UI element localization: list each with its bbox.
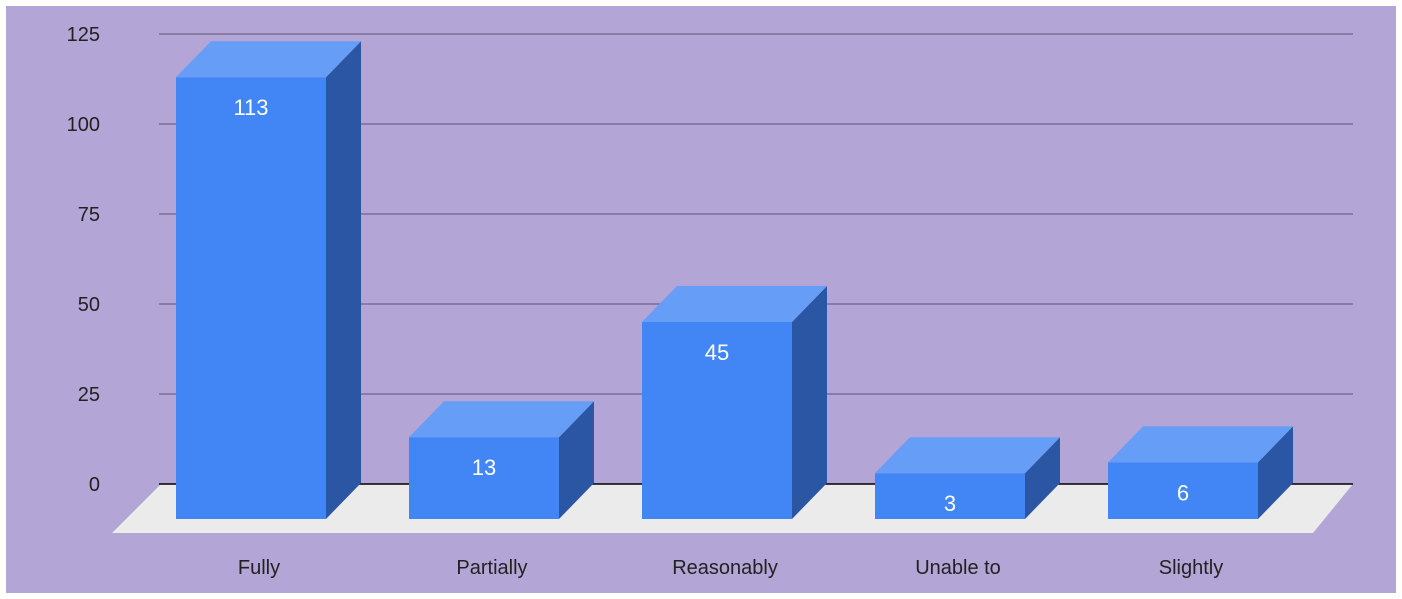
bar-value-label: 3: [944, 491, 956, 516]
y-tick-label: 100: [67, 114, 100, 136]
y-tick-label: 125: [67, 24, 100, 46]
x-tick-label: Unable to: [915, 557, 1001, 579]
bar-value-label: 45: [705, 340, 729, 365]
y-tick-label: 75: [78, 204, 100, 226]
bar: [409, 437, 559, 519]
x-tick-label: Slightly: [1159, 557, 1223, 579]
y-tick-label: 25: [78, 384, 100, 406]
bar-top: [409, 401, 594, 438]
bar-top: [642, 286, 827, 322]
bar-value-label: 113: [233, 95, 268, 120]
chart-frame: 0 25 50 75 100 125 113 Fully 13 Partially 45 Reaso…: [6, 6, 1396, 593]
bar-side: [792, 286, 827, 519]
bar-value-label: 13: [472, 455, 496, 480]
bar-chart: 0 25 50 75 100 125 113 Fully 13 Partially 45 Reaso…: [67, 24, 1353, 579]
bar-top: [1108, 426, 1293, 463]
bar-top: [875, 437, 1060, 474]
bar-top: [176, 41, 361, 78]
bar: [1108, 462, 1258, 519]
bar-side: [1025, 437, 1060, 519]
x-tick-label: Reasonably: [672, 557, 778, 579]
bar-side: [1258, 426, 1293, 519]
bar-side: [326, 41, 361, 519]
bar: [176, 77, 326, 519]
bar: [642, 322, 792, 519]
x-tick-label: Partially: [456, 557, 527, 579]
bar-side: [559, 401, 594, 519]
x-tick-label: Fully: [238, 557, 280, 579]
bar-value-label: 6: [1177, 480, 1189, 505]
y-tick-label: 50: [78, 294, 100, 316]
y-tick-label: 0: [89, 474, 100, 496]
bar: [875, 473, 1025, 519]
